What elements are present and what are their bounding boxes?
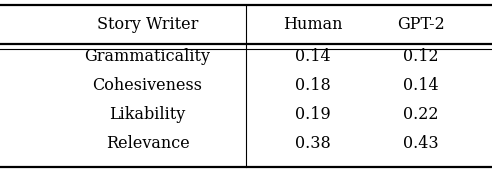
Text: 0.22: 0.22 bbox=[403, 106, 438, 123]
Text: Relevance: Relevance bbox=[106, 135, 189, 152]
Text: Likability: Likability bbox=[110, 106, 185, 123]
Text: Story Writer: Story Writer bbox=[97, 17, 198, 33]
Text: Cohesiveness: Cohesiveness bbox=[92, 78, 203, 94]
Text: 0.38: 0.38 bbox=[295, 135, 330, 152]
Text: 0.12: 0.12 bbox=[403, 48, 438, 65]
Text: 0.43: 0.43 bbox=[403, 135, 438, 152]
Text: 0.14: 0.14 bbox=[403, 78, 438, 94]
Text: GPT-2: GPT-2 bbox=[397, 17, 445, 33]
Text: 0.18: 0.18 bbox=[295, 78, 330, 94]
Text: Grammaticality: Grammaticality bbox=[85, 48, 211, 65]
Text: 0.14: 0.14 bbox=[295, 48, 330, 65]
Text: Human: Human bbox=[283, 17, 342, 33]
Text: 0.19: 0.19 bbox=[295, 106, 330, 123]
